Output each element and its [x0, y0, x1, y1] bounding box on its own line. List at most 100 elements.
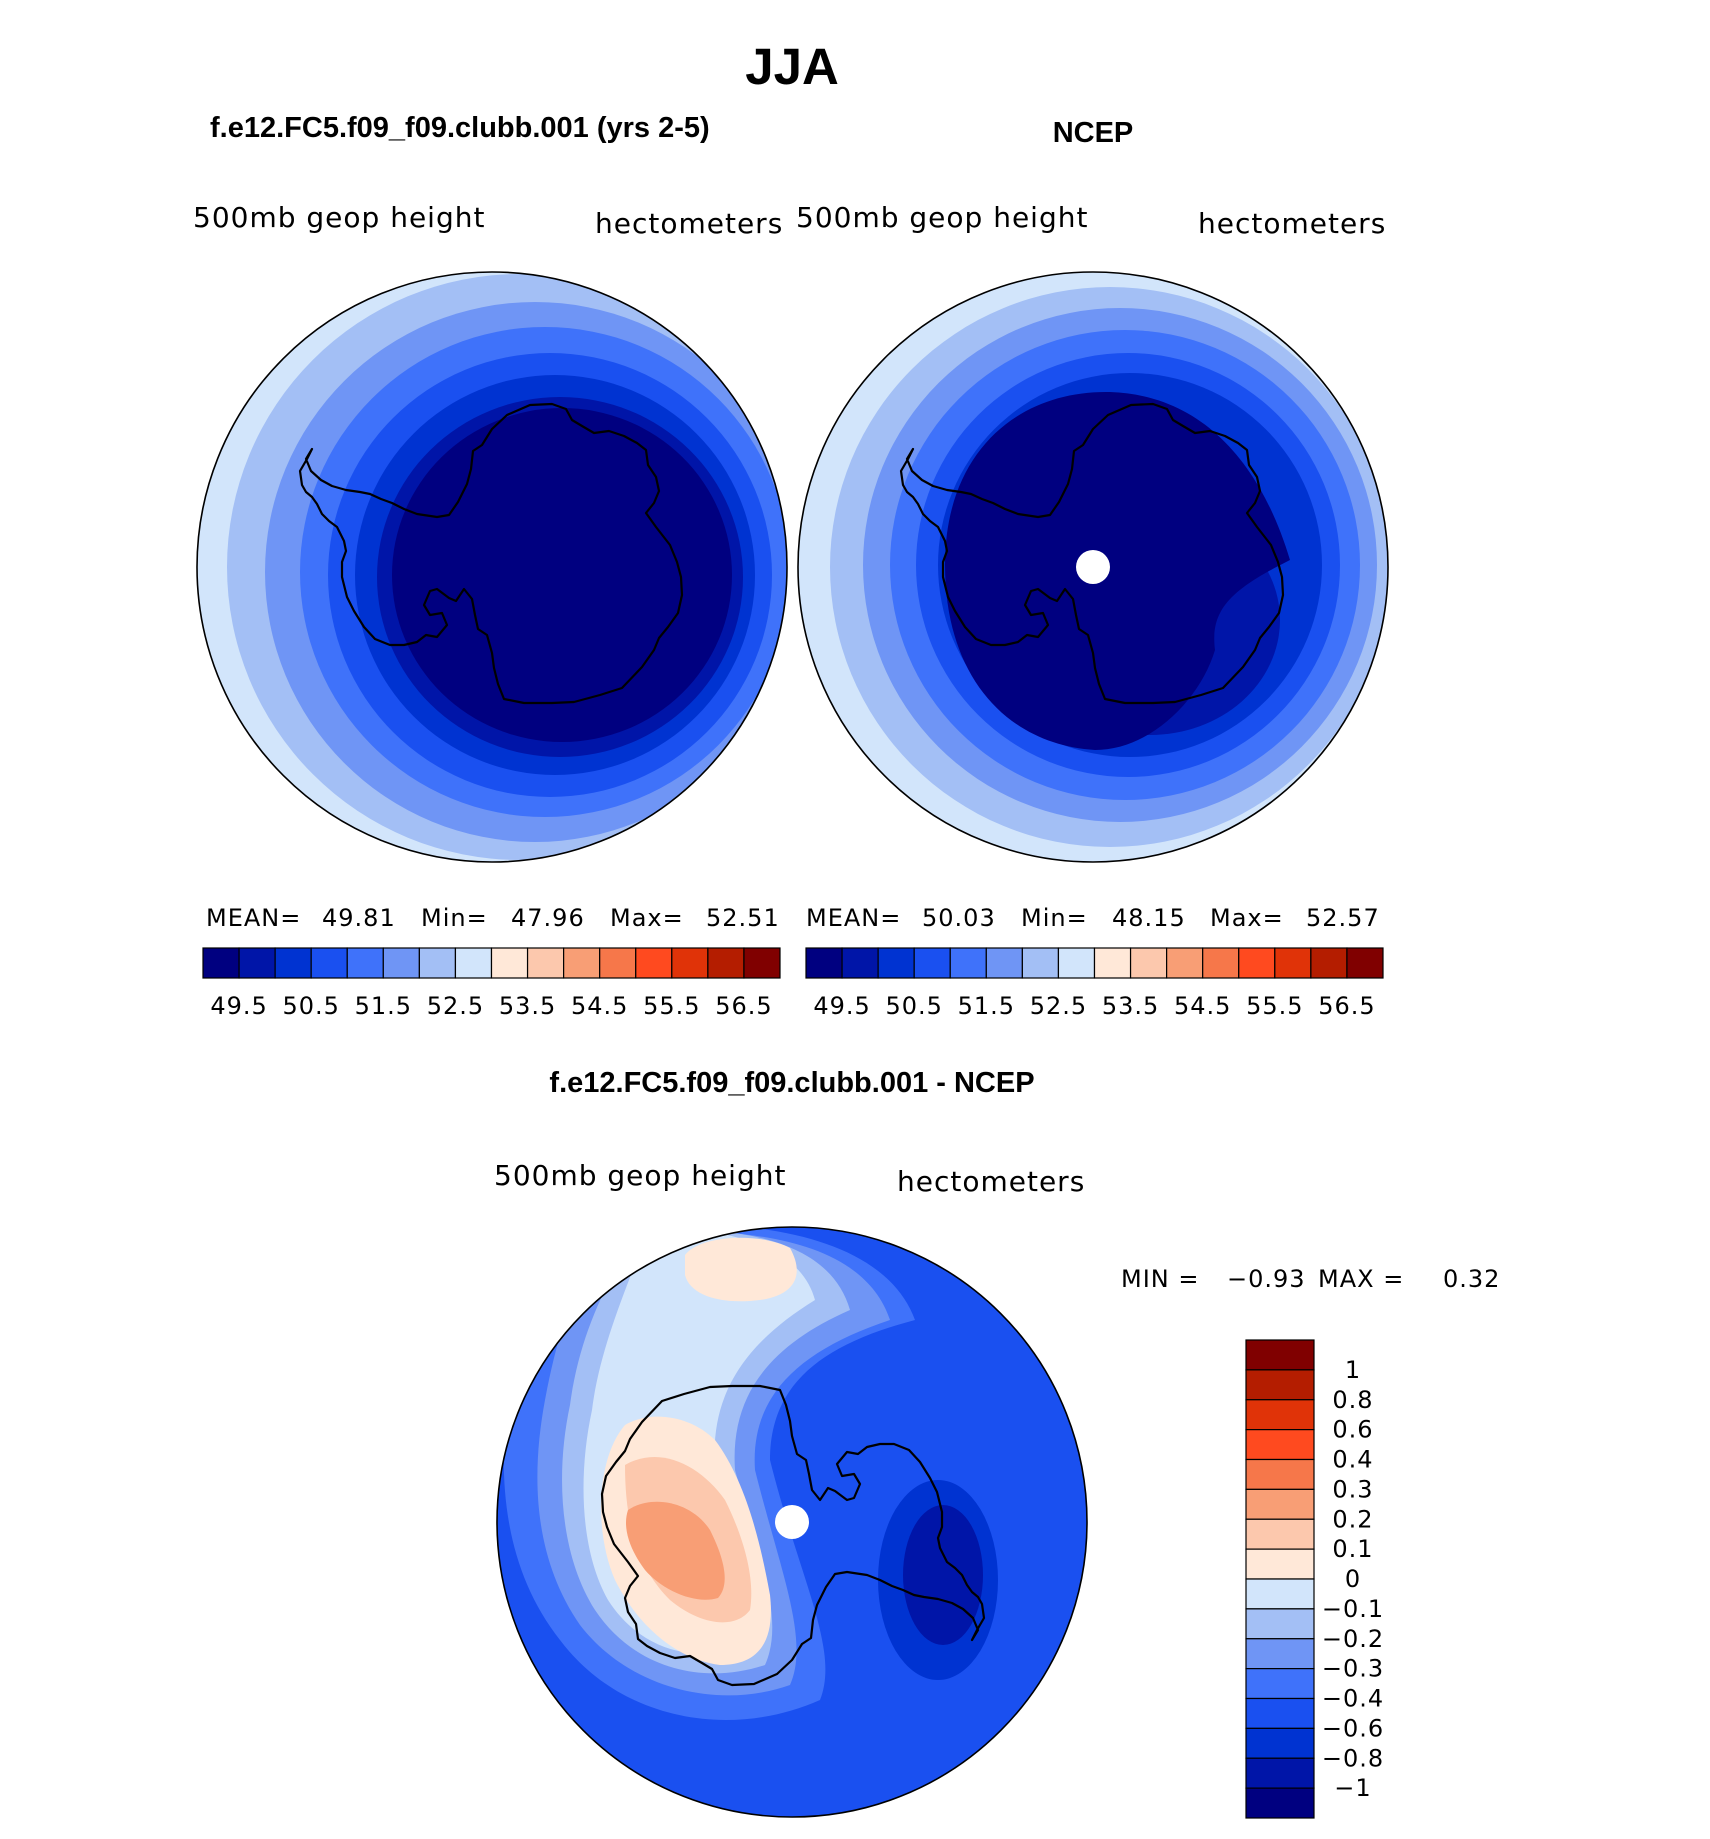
obs-panel-title: NCEP: [1053, 117, 1134, 149]
obs-min-label: Min=: [1021, 904, 1088, 932]
model-colorbar-tick-label: 50.5: [282, 992, 339, 1020]
model-colorbar-swatch: [238, 947, 276, 979]
obs-panel: NCEP 500mb geop height hectometers MEAN=…: [796, 117, 1389, 1020]
obs-colorbar-swatch: [985, 947, 1023, 979]
diff-colorbar-swatch: [1245, 1697, 1315, 1729]
diff-variable-label: 500mb geop height: [494, 1159, 786, 1192]
diff-colorbar-swatch: [1245, 1578, 1315, 1610]
diff-colorbar: [1245, 1339, 1315, 1819]
diff-stats: MIN = −0.93 MAX = 0.32: [1121, 1265, 1500, 1293]
diff-pole-mask: [775, 1505, 809, 1539]
diff-colorbar-tick-label: −0.3: [1322, 1655, 1384, 1683]
diff-colorbar-swatch: [1245, 1668, 1315, 1700]
diff-colorbar-tick-label: 0.2: [1332, 1505, 1373, 1533]
model-mean-value: 49.81: [322, 904, 396, 932]
diff-colorbar-tick-label: 0.6: [1332, 1416, 1373, 1444]
diff-colorbar-tick-label: −0.2: [1322, 1625, 1384, 1653]
obs-pole-mask: [1076, 550, 1110, 584]
diff-colorbar-swatch: [1245, 1369, 1315, 1401]
obs-variable-label: 500mb geop height: [796, 201, 1088, 234]
diff-colorbar-tick-label: −0.4: [1322, 1685, 1384, 1713]
diff-colorbar-swatch: [1245, 1608, 1315, 1640]
diff-max-value: 0.32: [1443, 1265, 1500, 1293]
model-colorbar-swatch: [418, 947, 457, 979]
model-variable-label: 500mb geop height: [193, 201, 485, 234]
obs-map-border: [797, 271, 1389, 863]
obs-colorbar-swatch: [1057, 947, 1096, 979]
model-stats: MEAN= 49.81 Min= 47.96 Max= 52.51: [206, 904, 780, 932]
diff-colorbar-tick-label: 0.8: [1332, 1386, 1373, 1414]
obs-units-label: hectometers: [1198, 207, 1386, 240]
model-colorbar-tick-label: 54.5: [571, 992, 628, 1020]
obs-colorbar-tick-label: 51.5: [958, 992, 1015, 1020]
model-max-label: Max=: [610, 904, 684, 932]
model-min-value: 47.96: [511, 904, 585, 932]
diff-colorbar-swatch: [1245, 1518, 1315, 1550]
diff-colorbar-tick-label: −1: [1334, 1774, 1371, 1802]
diff-colorbar-ticks: 10.80.60.40.30.20.10−0.1−0.2−0.3−0.4−0.6…: [1322, 1356, 1384, 1802]
model-colorbar-swatch: [563, 947, 601, 979]
diff-map-border: [496, 1226, 1088, 1818]
model-max-value: 52.51: [706, 904, 780, 932]
obs-colorbar-tick-label: 56.5: [1318, 992, 1375, 1020]
model-colorbar-swatch: [382, 947, 420, 979]
diff-colorbar-swatch: [1245, 1488, 1315, 1520]
obs-colorbar-tick-label: 53.5: [1102, 992, 1159, 1020]
diff-colorbar-swatch: [1245, 1727, 1315, 1759]
model-colorbar-swatch: [707, 947, 745, 979]
model-colorbar-swatch: [743, 947, 781, 979]
obs-colorbar-swatch: [1202, 947, 1240, 979]
model-colorbar-tick-label: 55.5: [643, 992, 700, 1020]
diff-units-label: hectometers: [897, 1165, 1085, 1198]
obs-max-label: Max=: [1210, 904, 1284, 932]
model-map-border: [196, 271, 788, 863]
diff-colorbar-tick-label: 1: [1345, 1356, 1361, 1384]
obs-max-value: 52.57: [1306, 904, 1380, 932]
obs-colorbar-tick-label: 55.5: [1246, 992, 1303, 1020]
obs-mean-value: 50.03: [922, 904, 996, 932]
model-mean-label: MEAN=: [206, 904, 301, 932]
model-units-label: hectometers: [595, 207, 783, 240]
diff-colorbar-tick-label: 0.4: [1332, 1446, 1373, 1474]
obs-colorbar-tick-label: 49.5: [813, 992, 870, 1020]
model-colorbar-swatch: [274, 947, 312, 979]
diff-colorbar-tick-label: 0.1: [1332, 1535, 1373, 1563]
diff-colorbar-tick-label: −0.1: [1322, 1595, 1384, 1623]
diff-min-value: −0.93: [1227, 1265, 1306, 1293]
obs-colorbar-swatch: [805, 947, 843, 979]
diff-colorbar-tick-label: 0.3: [1332, 1475, 1373, 1503]
diff-panel-title: f.e12.FC5.f09_f09.clubb.001 - NCEP: [549, 1067, 1034, 1099]
diff-colorbar-swatch: [1245, 1757, 1315, 1789]
model-colorbar-tick-label: 53.5: [499, 992, 556, 1020]
diff-polar-map: [497, 1227, 1087, 1817]
obs-colorbar-ticks: 49.5 50.5 51.5 52.5 53.5 54.5 55.5 56.5: [813, 992, 1375, 1020]
diff-colorbar-swatch: [1245, 1458, 1315, 1490]
model-colorbar-tick-label: 49.5: [210, 992, 267, 1020]
model-colorbar-tick-label: 56.5: [715, 992, 772, 1020]
diff-colorbar-swatch: [1245, 1787, 1315, 1819]
model-colorbar-swatch: [490, 947, 529, 979]
diff-contour-pos-0: [685, 1237, 797, 1302]
diff-colorbar-swatch: [1245, 1548, 1315, 1580]
model-colorbar-tick-label: 51.5: [355, 992, 412, 1020]
model-colorbar-swatch: [635, 947, 673, 979]
diff-colorbar-tick-label: 0: [1345, 1565, 1361, 1593]
obs-colorbar-swatch: [1021, 947, 1060, 979]
model-min-label: Min=: [421, 904, 488, 932]
model-panel-title: f.e12.FC5.f09_f09.clubb.001 (yrs 2-5): [210, 112, 710, 144]
obs-mean-label: MEAN=: [806, 904, 901, 932]
obs-min-value: 48.15: [1112, 904, 1186, 932]
model-colorbar-swatch: [346, 947, 384, 979]
figure-title: JJA: [745, 38, 839, 95]
obs-colorbar-swatch: [841, 947, 879, 979]
diff-panel: f.e12.FC5.f09_f09.clubb.001 - NCEP 500mb…: [494, 1067, 1500, 1819]
model-colorbar-swatch: [310, 947, 348, 979]
diff-colorbar-swatch: [1245, 1429, 1315, 1461]
model-polar-map: [197, 272, 787, 862]
obs-colorbar-swatch: [1093, 947, 1132, 979]
diff-contour-pos-0-3: [625, 1501, 725, 1600]
diff-colorbar-tick-label: −0.6: [1322, 1714, 1384, 1742]
obs-colorbar: [805, 947, 1384, 979]
model-colorbar-swatch: [526, 947, 565, 979]
